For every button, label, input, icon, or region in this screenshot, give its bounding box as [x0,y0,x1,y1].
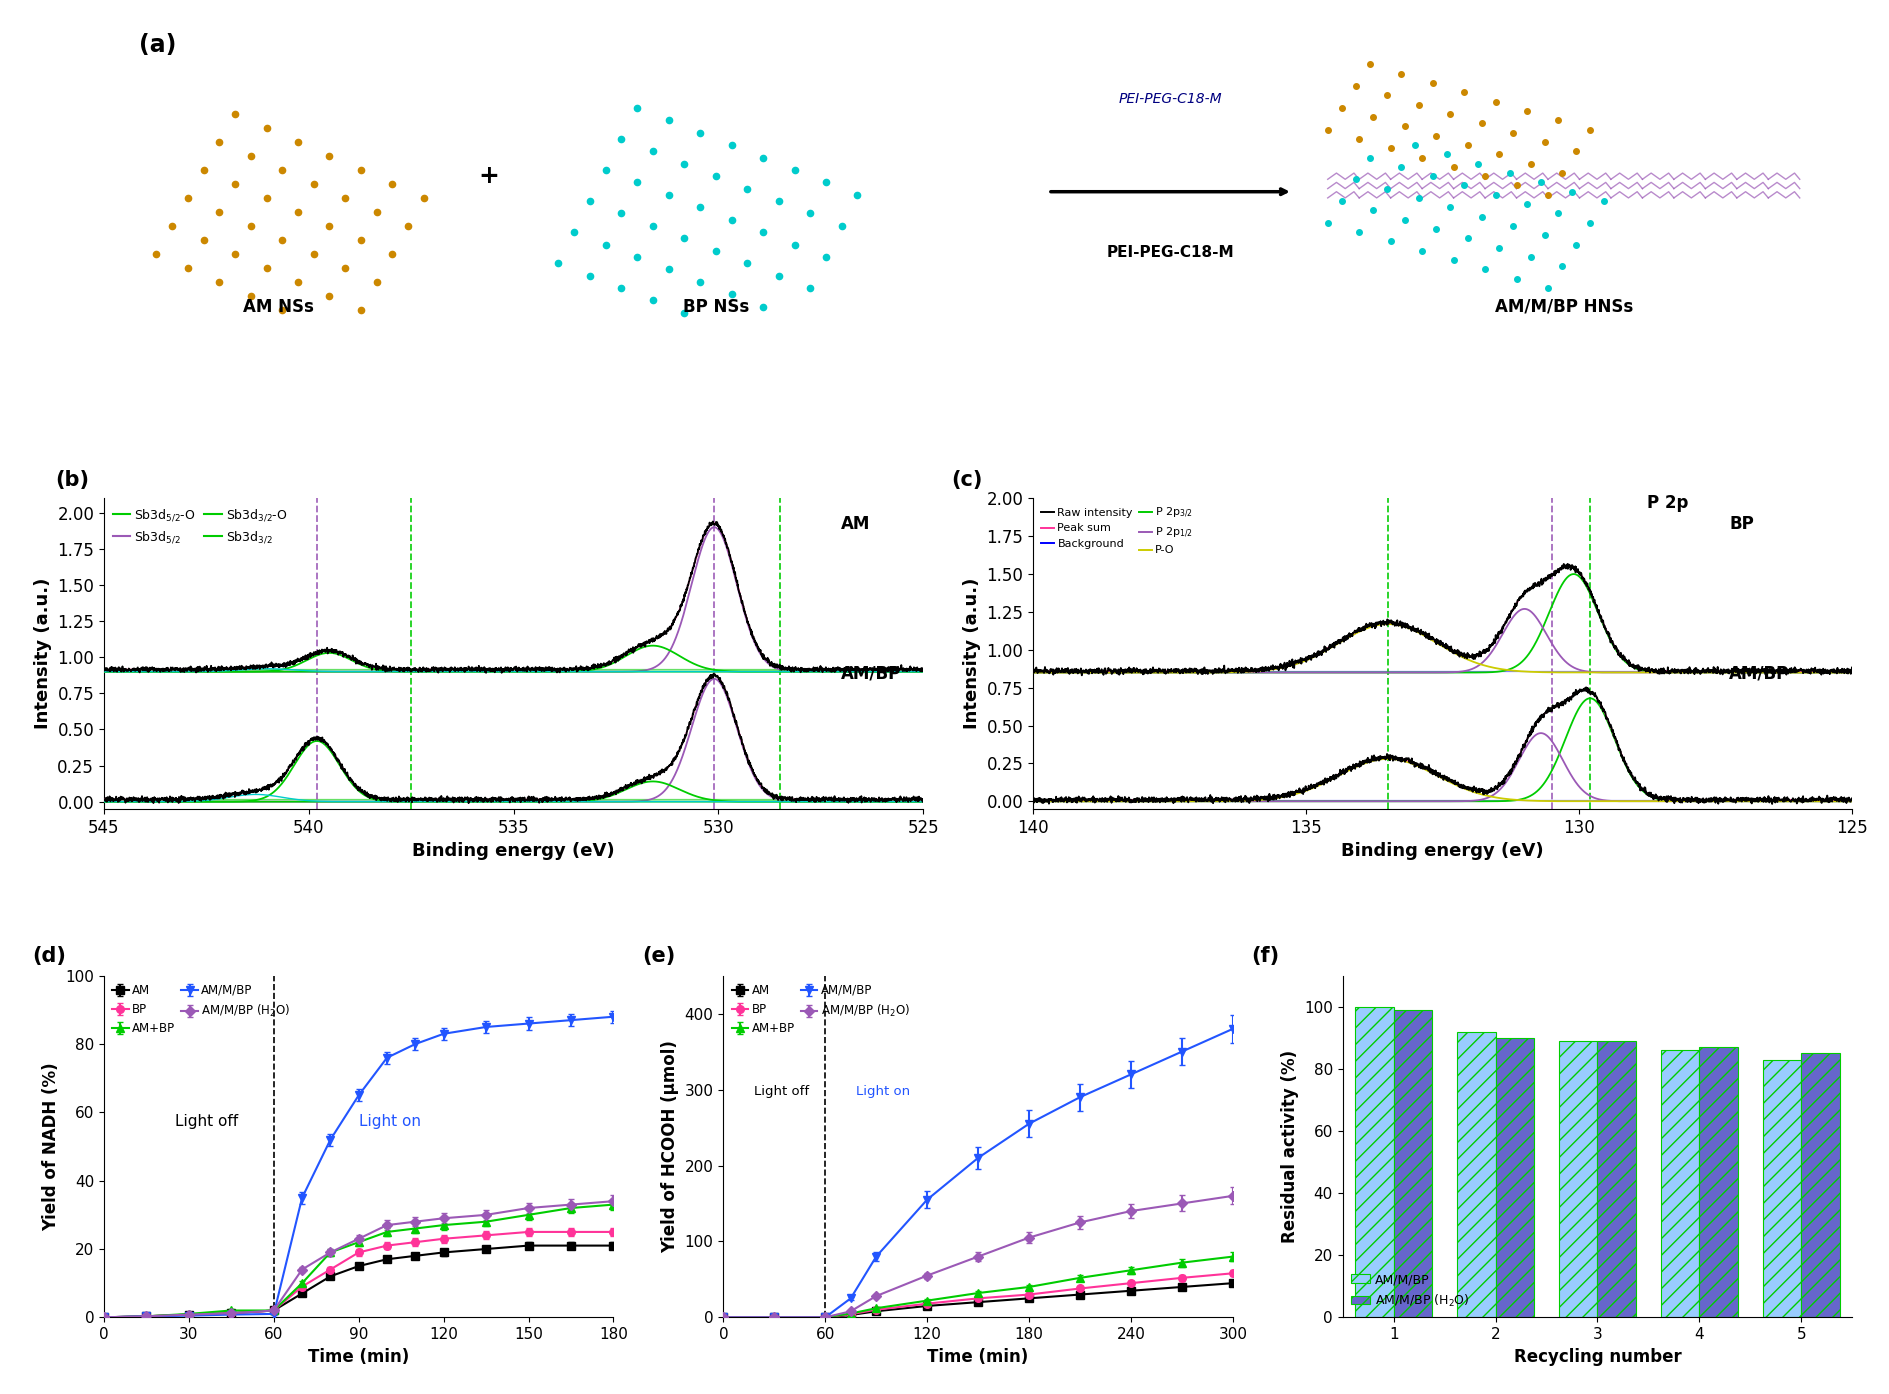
Text: Light off: Light off [176,1114,238,1129]
X-axis label: Time (min): Time (min) [927,1348,1028,1366]
Bar [1558,1041,1596,1317]
Bar [1494,1039,1534,1317]
Text: AM/M/BP HNSs: AM/M/BP HNSs [1494,298,1632,316]
Bar [1596,1041,1636,1317]
Text: AM: AM [841,516,871,534]
X-axis label: Binding energy (eV): Binding energy (eV) [412,842,614,860]
Bar [1800,1054,1840,1317]
X-axis label: Time (min): Time (min) [308,1348,410,1366]
Text: PEI-PEG-C18-M: PEI-PEG-C18-M [1105,244,1234,259]
Text: +: + [478,164,499,188]
Text: Light off: Light off [754,1086,808,1098]
Legend: Sb3d$_{5/2}$-O, Sb3d$_{5/2}$, Sb3d$_{3/2}$-O, Sb3d$_{3/2}$: Sb3d$_{5/2}$-O, Sb3d$_{5/2}$, Sb3d$_{3/2… [110,505,289,548]
Text: PEI-PEG-C18-M: PEI-PEG-C18-M [1118,92,1222,106]
Text: Light on: Light on [856,1086,909,1098]
Bar [1456,1032,1494,1317]
Text: (e): (e) [642,947,674,966]
Text: (b): (b) [55,470,89,489]
Bar [1762,1059,1800,1317]
Y-axis label: Yield of NADH (%): Yield of NADH (%) [42,1062,60,1231]
Bar [1354,1006,1392,1317]
Bar [1698,1047,1738,1317]
Text: (c): (c) [950,470,982,489]
Text: Light on: Light on [359,1114,421,1129]
Text: (f): (f) [1251,947,1279,966]
X-axis label: Recycling number: Recycling number [1513,1348,1681,1366]
Y-axis label: Intensity (a.u.): Intensity (a.u.) [34,579,51,729]
Legend: Raw intensity, Peak sum, Background, P 2p$_{3/2}$, P 2p$_{1/2}$, P-O: Raw intensity, Peak sum, Background, P 2… [1039,503,1194,558]
Y-axis label: Residual activity (%): Residual activity (%) [1281,1050,1298,1243]
X-axis label: Binding energy (eV): Binding energy (eV) [1341,842,1543,860]
Text: (d): (d) [32,947,66,966]
Text: AM/BP: AM/BP [1728,665,1789,683]
Bar [1392,1009,1432,1317]
Text: AM/BP: AM/BP [841,665,901,683]
Text: (a): (a) [140,33,176,57]
Legend: AM, BP, AM+BP, AM/M/BP, AM/M/BP (H$_2$O): AM, BP, AM+BP, AM/M/BP, AM/M/BP (H$_2$O) [110,981,293,1037]
Text: BP: BP [1728,516,1753,534]
Legend: AM, BP, AM+BP, AM/M/BP, AM/M/BP (H$_2$O): AM, BP, AM+BP, AM/M/BP, AM/M/BP (H$_2$O) [729,981,912,1037]
Y-axis label: Yield of HCOOH (μmol): Yield of HCOOH (μmol) [661,1040,678,1253]
Text: BP NSs: BP NSs [682,298,748,316]
Bar [1660,1050,1698,1317]
Y-axis label: Intensity (a.u.): Intensity (a.u.) [962,579,980,729]
Text: P 2p: P 2p [1647,493,1689,512]
Legend: AM/M/BP, AM/M/BP (H$_2$O): AM/M/BP, AM/M/BP (H$_2$O) [1349,1271,1472,1312]
Text: AM NSs: AM NSs [244,298,314,316]
